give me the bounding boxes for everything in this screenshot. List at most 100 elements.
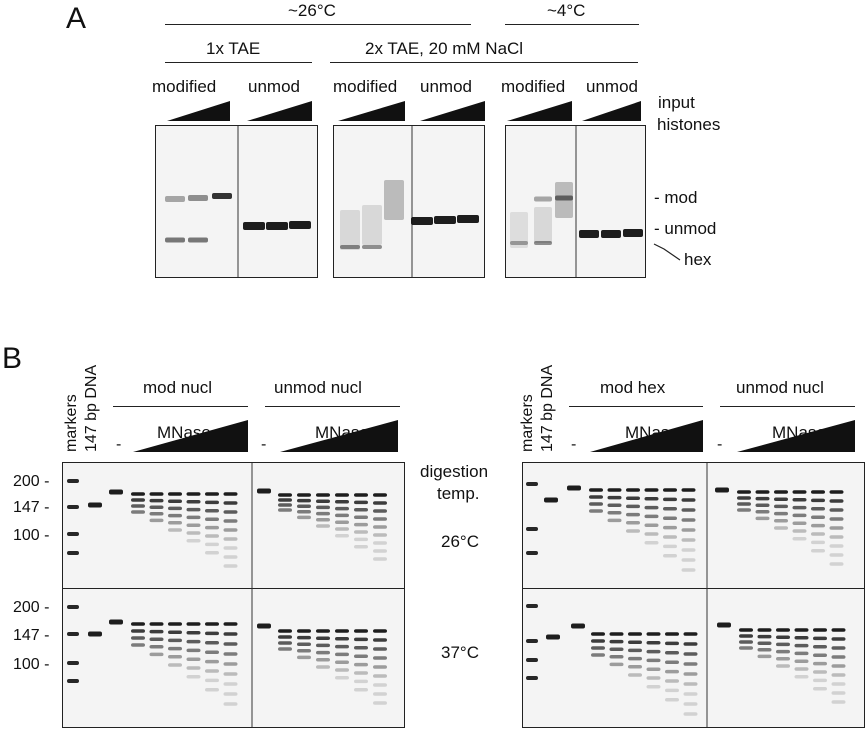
ladder-b-l37-unmod-3-4 bbox=[335, 660, 349, 664]
ladder-b-l26-mod-5-1 bbox=[223, 501, 238, 505]
ladder-b-l37-unmod-2-1 bbox=[316, 636, 330, 640]
ladder-b-r26-unmod-1-2 bbox=[755, 503, 770, 507]
ladder-b-l26-unmod-3-4 bbox=[335, 520, 349, 524]
gel-b-left-26 bbox=[62, 462, 405, 589]
ladder-b-r26-mod-2-5 bbox=[626, 529, 640, 533]
ladder-b-r37-unmod-5-5 bbox=[831, 673, 846, 677]
hex-pointer-line bbox=[653, 243, 681, 261]
ladder-b-l26-unmod-3-5 bbox=[335, 527, 349, 531]
band-a3-mod-0 bbox=[534, 196, 552, 202]
marker-b-top-left-2 bbox=[67, 532, 79, 536]
ladder-b-l26-mod-0-0 bbox=[131, 492, 145, 496]
smear-a2-2 bbox=[384, 180, 404, 220]
ladder-b-l37-mod-1-2 bbox=[149, 637, 164, 641]
ladder-b-l26-mod-1-4 bbox=[149, 518, 164, 523]
ladder-b-r26-unmod-5-5 bbox=[829, 535, 844, 539]
wedge-a-3 bbox=[338, 101, 405, 121]
ladder-b-r37-mod-3-3 bbox=[646, 658, 661, 663]
ladder-b-l37-unmod-2-4 bbox=[316, 658, 330, 662]
ladder-b-r37-unmod-3-2 bbox=[794, 643, 809, 648]
ladder-b-r37-unmod-4-2 bbox=[813, 645, 827, 649]
ladder-b-r37-unmod-4-0 bbox=[813, 628, 827, 632]
temp-26-label: 26°C bbox=[441, 532, 479, 551]
ladder-b-l26-unmod-3-0 bbox=[335, 493, 349, 497]
wedge-a-4 bbox=[420, 101, 485, 121]
ladder-b-r37-unmod-3-6 bbox=[794, 675, 809, 679]
ladder-100-bottom: 100 - bbox=[13, 656, 50, 673]
ladder-b-l26-unmod-1-3 bbox=[297, 510, 311, 514]
left-group-2-label: unmod nucl bbox=[274, 378, 362, 397]
band-a1-mod-0 bbox=[165, 196, 185, 202]
ladder-b-r26-mod-4-2 bbox=[663, 507, 677, 511]
ladder-b-l37-unmod-5-6 bbox=[373, 683, 387, 687]
minus-label-3: - bbox=[571, 436, 577, 453]
ladder-b-r37-unmod-2-3 bbox=[776, 649, 790, 654]
ladder-b-r37-unmod-1-4 bbox=[757, 654, 772, 659]
ladder-b-l37-unmod-3-1 bbox=[335, 637, 349, 641]
ladder-b-r26-unmod-4-7 bbox=[811, 549, 825, 553]
ladder-b-r37-mod-2-4 bbox=[628, 665, 642, 669]
ladder-b-l37-unmod-1-3 bbox=[297, 649, 311, 653]
ladder-b-l37-unmod-4-2 bbox=[354, 646, 368, 650]
ladder-b-l26-mod-3-6 bbox=[186, 539, 201, 543]
wedge-b-3 bbox=[590, 420, 703, 452]
ladder-b-l37-unmod-2-3 bbox=[316, 650, 330, 655]
ladder-b-r37-unmod-4-6 bbox=[813, 678, 827, 683]
lane-unmod-2: unmod bbox=[420, 77, 472, 96]
ladder-b-r26-unmod-0-3 bbox=[737, 508, 751, 512]
marker-b-top-left-0 bbox=[67, 479, 79, 483]
uncut-b-l26-unmod bbox=[257, 488, 271, 494]
ladder-b-l26-mod-4-7 bbox=[205, 551, 219, 555]
marker-b-bottom-right-1 bbox=[526, 639, 538, 643]
ladder-b-l26-unmod-4-5 bbox=[354, 530, 368, 534]
ladder-b-r37-mod-4-5 bbox=[665, 679, 679, 683]
wedge-b-2 bbox=[280, 420, 398, 452]
ladder-b-l26-unmod-3-6 bbox=[335, 534, 349, 538]
ladder-b-r37-mod-4-1 bbox=[665, 641, 679, 646]
ladder-b-l26-mod-5-5 bbox=[223, 537, 238, 541]
left-group-1-label: mod nucl bbox=[143, 378, 212, 397]
wedge-b-1 bbox=[133, 420, 248, 452]
ladder-b-r26-mod-4-4 bbox=[663, 525, 677, 530]
ladder-b-r26-mod-1-2 bbox=[607, 503, 622, 507]
ladder-b-l37-mod-3-6 bbox=[186, 675, 201, 679]
ladder-b-r26-unmod-1-4 bbox=[755, 516, 770, 521]
ladder-b-l37-unmod-0-1 bbox=[278, 635, 292, 639]
ladder-b-r26-mod-4-0 bbox=[663, 488, 677, 492]
ladder-b-r26-unmod-3-5 bbox=[792, 529, 807, 533]
gel-a-1 bbox=[155, 125, 318, 278]
ladder-b-r37-unmod-1-1 bbox=[757, 634, 772, 639]
ladder-b-l37-unmod-4-0 bbox=[354, 629, 368, 633]
ladder-b-l26-mod-3-0 bbox=[186, 492, 201, 496]
buffer-1-label: 1x TAE bbox=[206, 39, 261, 58]
gel-b-right-37 bbox=[522, 588, 865, 728]
ladder-b-l26-mod-0-3 bbox=[131, 510, 145, 514]
ladder-b-r37-mod-3-1 bbox=[646, 641, 661, 645]
ladder-b-l37-mod-3-3 bbox=[186, 648, 201, 653]
ladder-b-r26-mod-2-3 bbox=[626, 512, 640, 517]
buffer-1-rule bbox=[165, 62, 312, 63]
ladder-b-l37-mod-4-5 bbox=[205, 669, 219, 673]
uncut-b-r26-unmod bbox=[715, 487, 729, 493]
ladder-b-r37-mod-3-5 bbox=[646, 676, 661, 680]
ladder-b-l37-mod-5-3 bbox=[223, 652, 238, 656]
ladder-200-top: 200 - bbox=[13, 473, 50, 490]
ladder-b-l37-mod-3-5 bbox=[186, 666, 201, 670]
ladder-b-l26-unmod-4-4 bbox=[354, 522, 368, 527]
temp-label: temp. bbox=[437, 484, 480, 503]
ladder-b-l37-mod-5-2 bbox=[223, 642, 238, 646]
ladder-b-r37-mod-5-3 bbox=[683, 662, 698, 666]
ladder-b-r26-unmod-2-2 bbox=[774, 504, 788, 509]
ladder-b-l37-unmod-5-8 bbox=[373, 701, 387, 705]
ladder-b-l26-mod-2-4 bbox=[168, 521, 182, 525]
ladder-b-l26-unmod-5-0 bbox=[373, 493, 387, 497]
ladder-b-r26-unmod-3-4 bbox=[792, 521, 807, 525]
uncut-b-r37-unmod bbox=[717, 622, 731, 628]
ladder-b-l26-mod-5-4 bbox=[223, 528, 238, 532]
band-a3-mod-1 bbox=[555, 195, 573, 201]
ladder-b-r37-mod-5-0 bbox=[683, 632, 698, 636]
ladder-b-r37-mod-5-7 bbox=[683, 702, 698, 706]
ladder-b-r26-mod-2-0 bbox=[626, 488, 640, 492]
ladder-b-l37-mod-4-4 bbox=[205, 659, 219, 664]
ladder-b-r26-unmod-3-2 bbox=[792, 505, 807, 510]
